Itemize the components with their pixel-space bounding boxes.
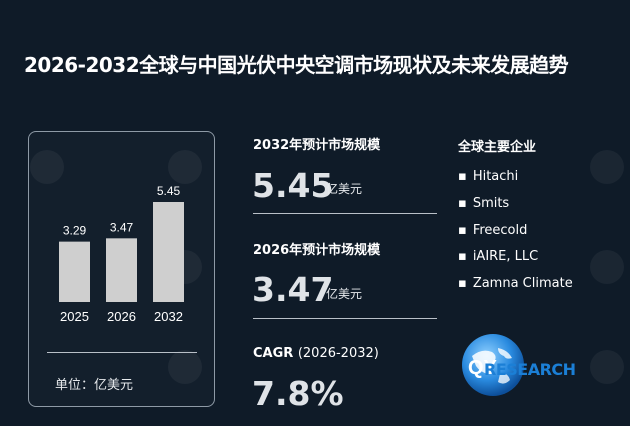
cagr-value: 7.8%: [252, 374, 344, 413]
watermark-icon: [168, 150, 202, 184]
watermark-icon: [590, 150, 624, 184]
cagr-label: CAGR (2026-2032): [253, 346, 379, 361]
data-label-2026: 3.47: [110, 220, 134, 234]
logo-suffix: RESEARCH: [484, 360, 576, 379]
company-item: Smits: [458, 195, 573, 222]
bar-2026: [106, 238, 137, 302]
page-title: 2026-2032全球与中国光伏中央空调市场现状及未来发展趋势: [24, 53, 569, 77]
watermark-icon: [590, 350, 624, 384]
stat-divider: [253, 318, 437, 319]
bar-chart-card: 3.29 2025 3.47 2026 5.45 2032 单位：亿美元: [28, 131, 215, 407]
market-2032-label: 2032年预计市场规模: [253, 138, 381, 153]
market-2026-value: 3.47: [252, 270, 334, 309]
company-item: Zamna Climate: [458, 275, 573, 302]
x-tick-2032: 2032: [154, 309, 183, 324]
cagr-period: (2026-2032): [297, 346, 379, 361]
x-tick-2025: 2025: [60, 309, 89, 324]
x-tick-2026: 2026: [107, 309, 136, 324]
bar-2032: [153, 202, 184, 302]
qyresearch-logo-icon: QY: [462, 334, 524, 396]
watermark-icon: [168, 350, 202, 384]
bar-chart: 3.29 2025 3.47 2026 5.45 2032: [59, 184, 184, 324]
watermark-icon: [30, 150, 64, 184]
companies-title: 全球主要企业: [458, 140, 537, 155]
companies-list: Hitachi Smits Freecold iAIRE, LLC Zamna …: [458, 168, 573, 302]
market-2032-value: 5.45: [252, 166, 334, 205]
company-item: Hitachi: [458, 168, 573, 195]
chart-divider: [47, 352, 197, 353]
watermark-icon: [590, 250, 624, 284]
logo-prefix: QY: [468, 357, 498, 379]
company-item: iAIRE, LLC: [458, 248, 573, 275]
data-label-2025: 3.29: [63, 224, 87, 238]
bar-2025: [59, 241, 90, 302]
company-item: Freecold: [458, 222, 573, 249]
cagr-label-text: CAGR: [253, 346, 294, 361]
market-2032-unit: 亿美元: [326, 182, 363, 196]
stat-divider: [253, 213, 437, 214]
market-2026-unit: 亿美元: [326, 287, 363, 301]
data-label-2032: 5.45: [157, 184, 181, 198]
chart-unit-label: 单位：亿美元: [55, 378, 134, 393]
market-2026-label: 2026年预计市场规模: [253, 243, 381, 258]
